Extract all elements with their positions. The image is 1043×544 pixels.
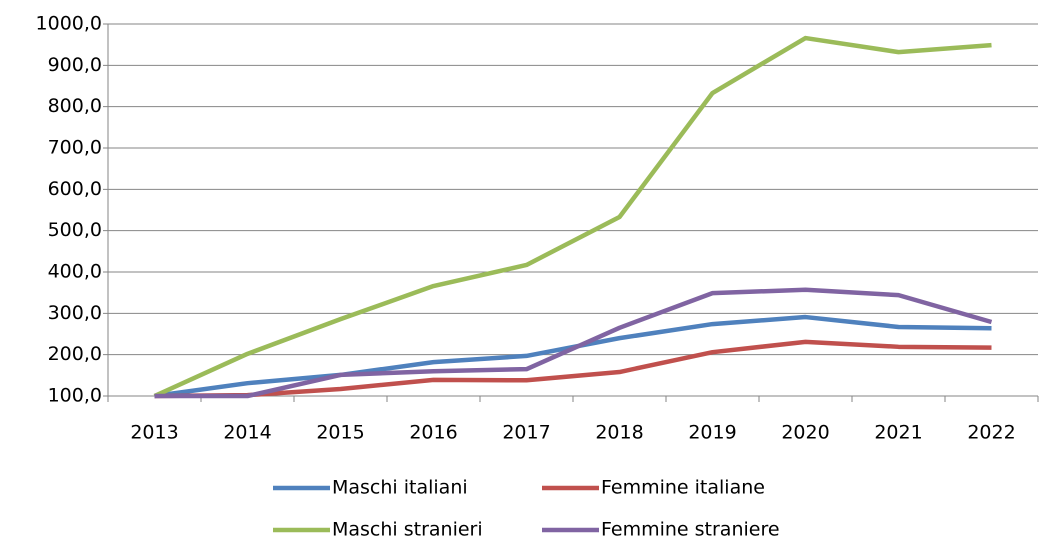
series-line [153,35,992,399]
y-tick-label: 600,0 [48,178,102,200]
x-tick-label: 2020 [781,422,829,444]
legend-label: Maschi italiani [332,477,468,499]
y-tick-label: 300,0 [48,302,102,324]
x-tick-label: 2018 [595,422,643,444]
y-tick-label: 1000,0 [36,13,102,35]
series-line [154,314,992,399]
x-tick-label: 2013 [130,422,178,444]
y-tick-label: 700,0 [48,137,102,159]
y-tick-label: 400,0 [48,261,102,283]
x-tick-label: 2019 [688,422,736,444]
legend-label: Femmine italiane [601,477,765,499]
y-tick-label: 200,0 [48,343,102,365]
x-tick-label: 2015 [316,422,364,444]
series-line [154,287,993,399]
x-tick-label: 2017 [502,422,550,444]
legend-label: Femmine straniere [601,519,780,541]
x-tick-label: 2022 [967,422,1015,444]
legend-label: Maschi stranieri [332,519,483,541]
x-tick-label: 2021 [874,422,922,444]
y-tick-label: 500,0 [48,219,102,241]
x-tick-label: 2016 [409,422,457,444]
series-line [154,339,992,399]
y-tick-label: 100,0 [48,385,102,407]
y-tick-label: 900,0 [48,54,102,76]
y-tick-label: 800,0 [48,95,102,117]
x-tick-label: 2014 [223,422,271,444]
